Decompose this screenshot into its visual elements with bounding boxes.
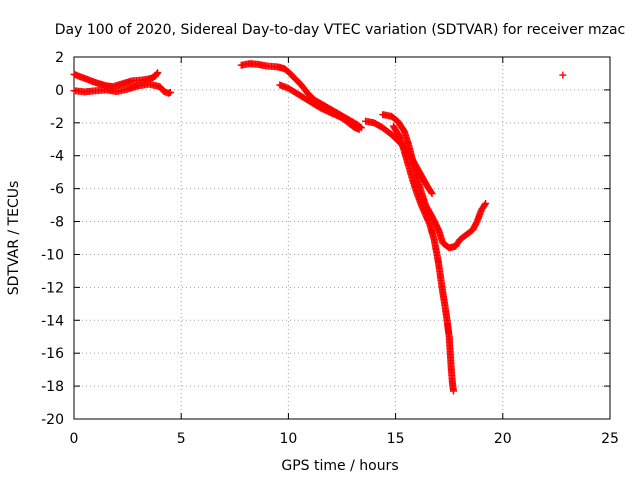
y-tick-label: -16 (41, 346, 64, 362)
y-tick-label: -14 (41, 313, 64, 329)
x-tick-label: 0 (70, 431, 79, 447)
x-tick-label: 20 (494, 431, 512, 447)
y-tick-label: -20 (41, 412, 64, 428)
x-tick-label: 10 (279, 431, 297, 447)
y-axis-label: SDTVAR / TECUs (6, 181, 22, 296)
x-tick-label: 25 (601, 431, 619, 447)
data-point (481, 201, 489, 209)
y-tick-label: -18 (41, 379, 64, 395)
data-point (449, 387, 457, 395)
data-point (559, 71, 567, 79)
x-axis-label: GPS time / hours (281, 458, 398, 474)
gridlines (74, 57, 610, 419)
data-points (70, 60, 567, 395)
data-point (355, 125, 363, 133)
x-tick-label: 15 (387, 431, 405, 447)
y-tick-label: -6 (50, 182, 64, 198)
data-point (428, 190, 436, 198)
y-tick-label: -10 (41, 247, 64, 263)
x-tick-label: 5 (177, 431, 186, 447)
y-tick-label: -4 (50, 149, 64, 165)
y-tick-label: 2 (55, 50, 64, 66)
y-tick-label: -12 (41, 280, 64, 296)
data-point (482, 199, 490, 207)
data-point (427, 188, 435, 196)
data-point (166, 88, 174, 96)
chart-title: Day 100 of 2020, Sidereal Day-to-day VTE… (55, 22, 625, 38)
y-tick-label: 0 (55, 83, 64, 99)
y-tick-label: -8 (50, 215, 64, 231)
data-point (153, 70, 161, 78)
plot-border (73, 56, 611, 420)
y-tick-label: -2 (50, 116, 64, 132)
data-point (154, 69, 162, 77)
